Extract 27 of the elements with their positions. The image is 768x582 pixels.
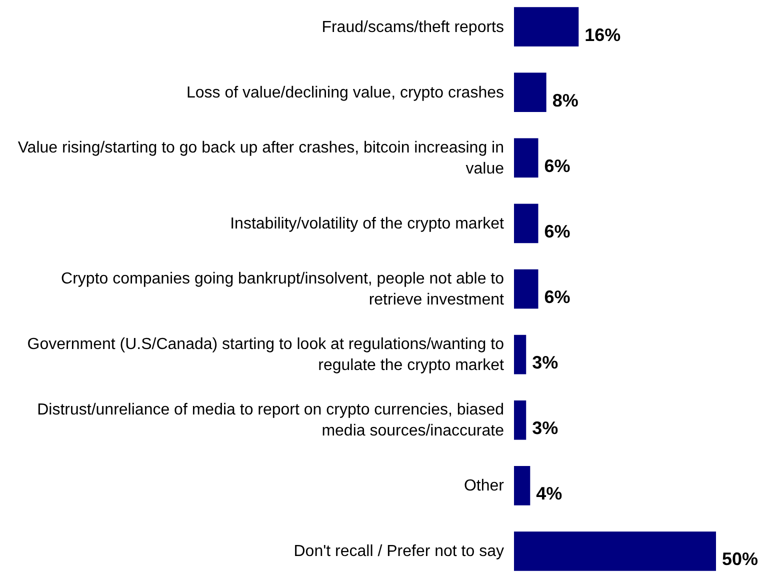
- bar: [514, 400, 526, 440]
- y-tick-label: Government (U.S/Canada) starting to look at regulations/wanting to regulate the crypto market: [27, 336, 505, 374]
- data-label: 8%: [552, 90, 578, 110]
- bar: [514, 204, 538, 244]
- bar: [514, 466, 530, 506]
- data-label: 3%: [532, 418, 558, 438]
- bar: [514, 269, 538, 309]
- bar: [514, 138, 538, 178]
- y-tick-label: Fraud/scams/theft reports: [322, 18, 504, 36]
- data-label: 4%: [536, 484, 562, 504]
- y-tick-label: Distrust/unreliance of media to report on crypto currencies, biased media sources/inaccurate: [37, 402, 504, 440]
- y-tick-label: Loss of value/declining value, crypto crashes: [186, 84, 504, 102]
- data-label: 6%: [544, 221, 570, 242]
- y-tick-label: Don't recall / Prefer not to say: [294, 543, 504, 560]
- y-tick-label: Instability/volatility of the crypto market: [230, 215, 505, 232]
- y-tick-label: Crypto companies going bankrupt/insolvent, people not able to retrieve investment: [61, 270, 505, 308]
- y-tick-label: Value rising/starting to go back up after crashes, bitcoin increasing in value: [18, 139, 504, 178]
- data-label: 16%: [584, 24, 621, 45]
- data-label: 3%: [532, 352, 558, 373]
- bar: [514, 72, 546, 112]
- bar: [514, 532, 716, 571]
- data-label: 6%: [544, 156, 570, 176]
- data-label: 50%: [722, 549, 758, 570]
- bar: [514, 334, 526, 374]
- data-label: 6%: [544, 287, 570, 307]
- bar: [514, 7, 579, 46]
- y-tick-label: Other: [464, 478, 505, 495]
